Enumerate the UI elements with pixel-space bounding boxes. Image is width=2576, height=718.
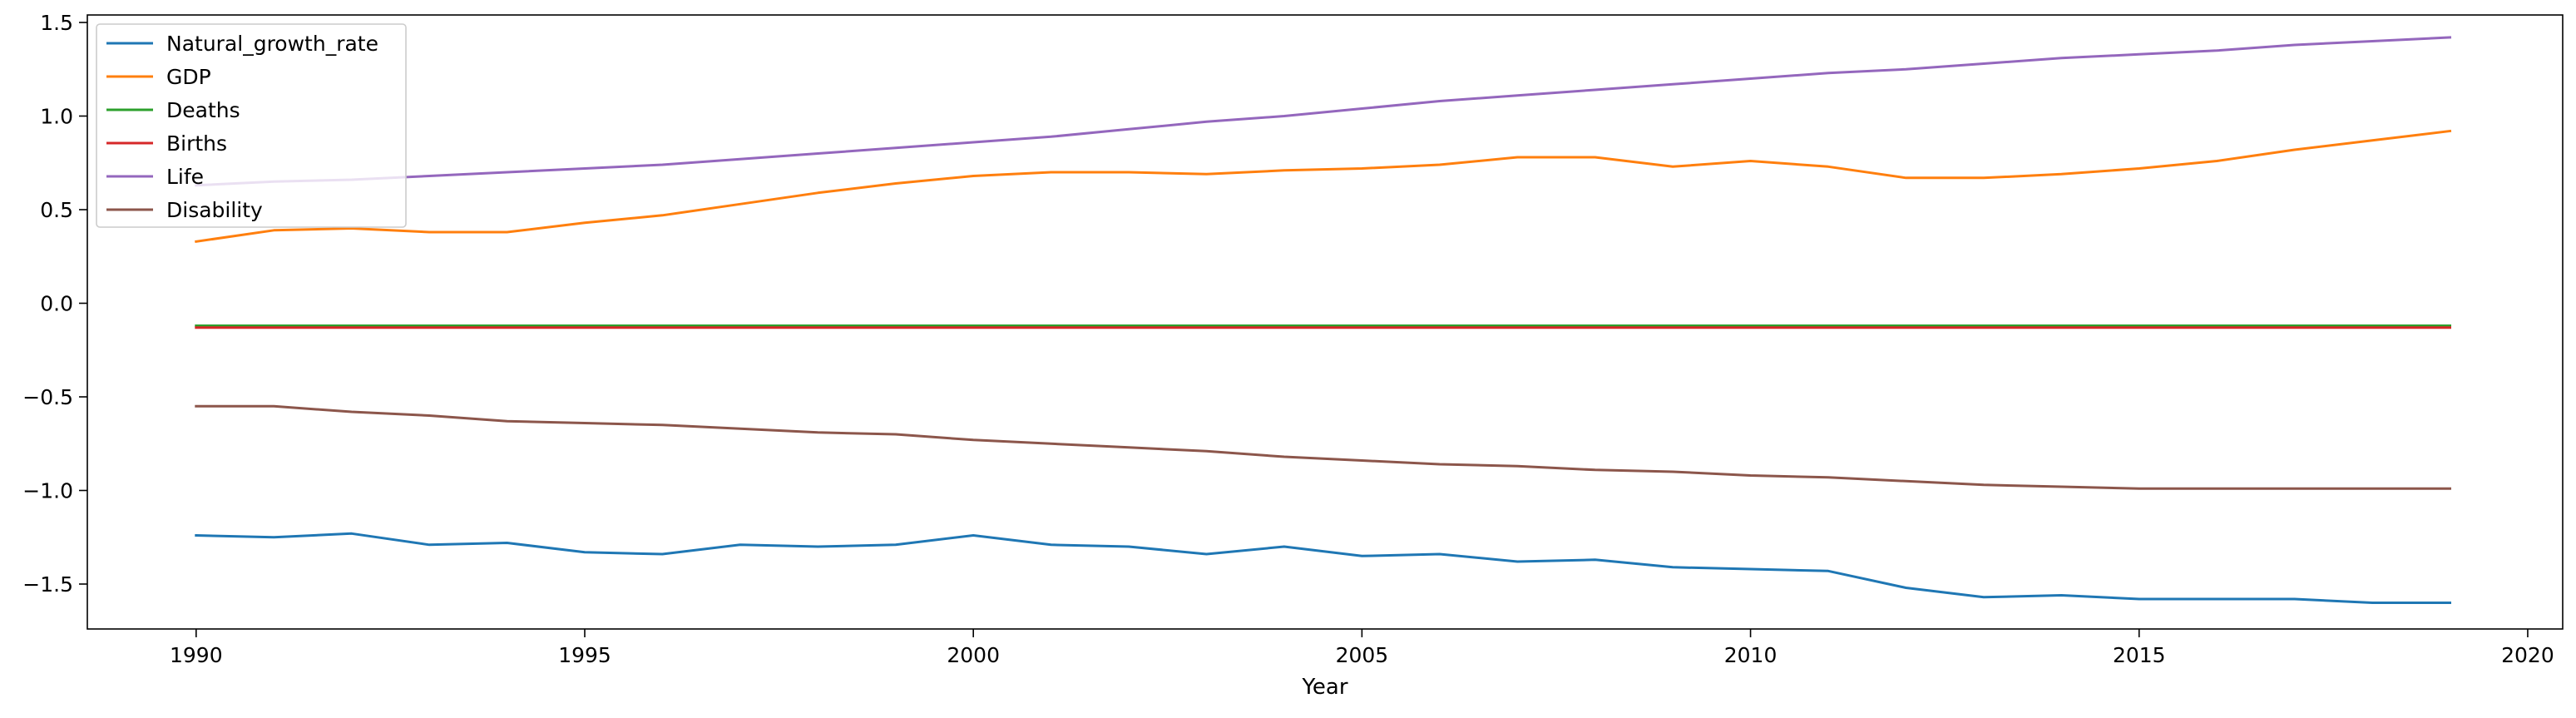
x-tick-label: 2010: [1724, 643, 1777, 667]
legend-label-natural-growth-rate: Natural_growth_rate: [166, 32, 378, 56]
legend-items: Natural_growth_rate GDP Deaths Births Life Di…: [106, 32, 378, 222]
series-line-disability: [195, 404, 2451, 490]
y-axis: 1.5 1.0 0.5 0.0 −0.5 −1.0 −1.5: [22, 11, 87, 597]
plot-frame: [87, 14, 2564, 630]
y-tick-label: 0.5: [40, 198, 73, 222]
x-tick-label: 2015: [2113, 643, 2166, 667]
y-tick-label: 0.0: [40, 292, 73, 316]
x-tick-label: 2000: [947, 643, 1000, 667]
x-tick-label: 2005: [1336, 643, 1389, 667]
y-tick-label: −1.5: [22, 572, 73, 597]
legend-label-gdp: GDP: [166, 65, 211, 89]
legend-label-life: Life: [166, 165, 204, 189]
legend-label-disability: Disability: [166, 198, 263, 222]
y-tick-label: 1.5: [40, 11, 73, 35]
series-line-natural-growth-rate: [195, 532, 2451, 604]
series-line-life: [195, 36, 2452, 187]
y-tick-label: 1.0: [40, 105, 73, 129]
y-tick-label: −0.5: [22, 385, 73, 409]
legend-label-deaths: Deaths: [166, 98, 240, 122]
x-axis: 1990 1995 2000 2005 2010 2015 2020: [170, 629, 2554, 667]
legend-label-births: Births: [166, 131, 227, 156]
x-tick-label: 2020: [2501, 643, 2554, 667]
series-layer: [195, 36, 2452, 604]
x-tick-label: 1995: [558, 643, 611, 667]
legend-box: [96, 23, 407, 228]
y-tick-label: −1.0: [22, 479, 73, 503]
legend: Natural_growth_rate GDP Deaths Births Life Di…: [96, 23, 407, 228]
x-tick-label: 1990: [170, 643, 223, 667]
series-line-gdp: [195, 129, 2452, 243]
x-axis-label: Year: [1301, 675, 1347, 700]
